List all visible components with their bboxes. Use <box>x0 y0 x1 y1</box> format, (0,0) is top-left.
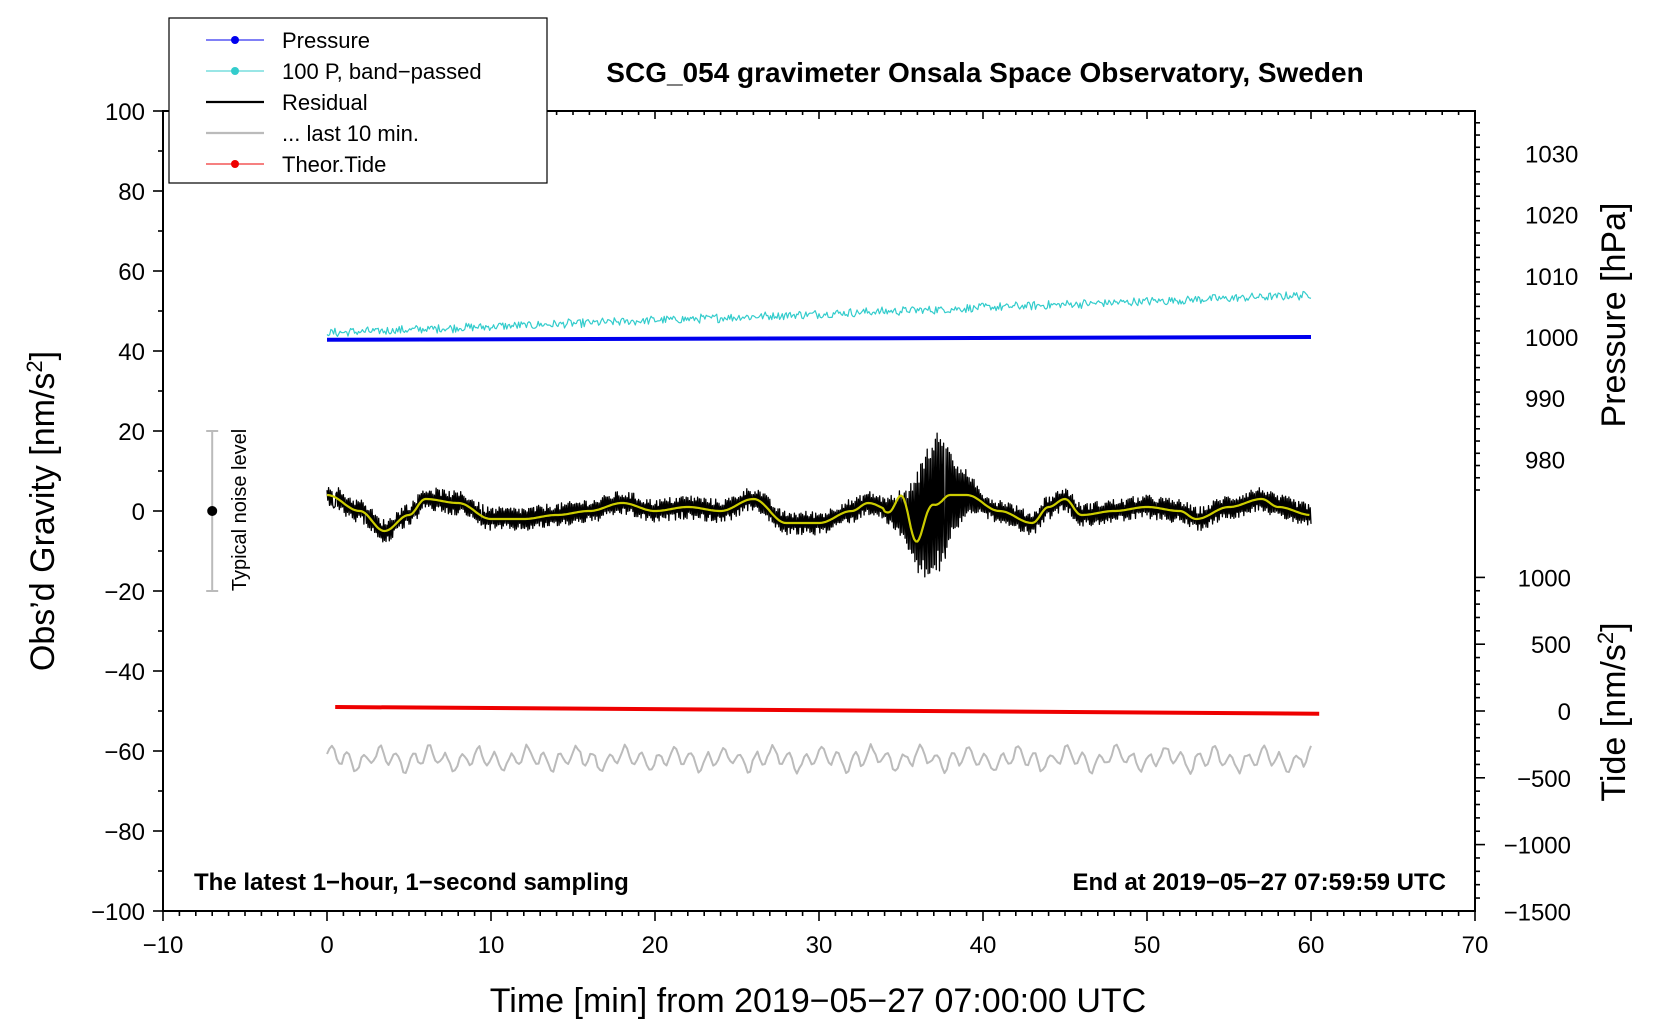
y-tick-label: 20 <box>118 419 145 446</box>
legend-swatch-marker <box>231 160 239 168</box>
residual-line <box>326 432 1312 578</box>
legend-label: 100 P, band−passed <box>282 59 482 84</box>
y-tick-label: −20 <box>104 579 145 606</box>
tide-tick-label: −500 <box>1517 766 1571 793</box>
band-passed-pressure-line <box>326 290 1312 337</box>
legend-swatch-marker <box>231 67 239 75</box>
legend-label: Residual <box>282 90 368 115</box>
y-tick-label: −80 <box>104 819 145 846</box>
x-tick-label: 0 <box>320 932 333 959</box>
tide-tick-label: 0 <box>1558 699 1571 726</box>
pressure-axis-title: Pressure [hPa] <box>1595 203 1633 428</box>
legend-item: Theor.Tide <box>206 152 386 177</box>
pressure-tick-label: 980 <box>1525 447 1565 474</box>
pressure-tick-label: 1020 <box>1525 203 1578 230</box>
noise-center-dot <box>207 506 218 516</box>
pressure-tick-label: 990 <box>1525 386 1565 413</box>
pressure-line <box>326 335 1312 342</box>
x-tick-label: 70 <box>1462 932 1489 959</box>
pressure-tick-label: 1000 <box>1525 325 1578 352</box>
tide-axis-title-main: Tide [nm/s <box>1595 644 1633 801</box>
legend-items: Pressure 100 P, band−passed Residual ... la… <box>206 28 482 177</box>
x-tick-label: 60 <box>1298 932 1325 959</box>
tide-tick-label: −1500 <box>1504 899 1571 926</box>
x-axis-title: Time [min] from 2019−05−27 07:00:00 UTC <box>490 982 1146 1020</box>
ticks-layer: −10 0 10 20 30 40 50 60 70−100−80−60−40−20020406… <box>91 99 1578 959</box>
legend-swatch-marker <box>231 36 239 44</box>
tide-tick-label: 1000 <box>1518 565 1571 592</box>
legend-item: Pressure <box>206 28 370 53</box>
x-tick-label: 40 <box>970 932 997 959</box>
legend-item: 100 P, band−passed <box>206 59 482 84</box>
series-layer <box>326 290 1320 775</box>
pressure-tick-label: 1010 <box>1525 264 1578 291</box>
last-10-min-line <box>326 743 1312 775</box>
sampling-note: The latest 1−hour, 1−second sampling <box>194 869 629 896</box>
legend: Pressure 100 P, band−passed Residual ... la… <box>168 17 548 184</box>
x-tick-label: −10 <box>143 932 184 959</box>
x-tick-label: 10 <box>478 932 505 959</box>
legend-item: Residual <box>206 90 368 115</box>
y-tick-label: 60 <box>118 259 145 286</box>
theoretical-tide-line <box>335 705 1320 716</box>
y-axis-title: Obs’d Gravity [nm/s2] <box>22 351 62 671</box>
residual-smoothed-line <box>326 493 1310 543</box>
tide-axis-title: Tide [nm/s2] <box>1593 622 1633 801</box>
noise-level-label: Typical noise level <box>229 429 251 591</box>
y-tick-label: 40 <box>118 339 145 366</box>
y-tick-label: 80 <box>118 179 145 206</box>
legend-label: Pressure <box>282 28 370 53</box>
y-axis-title-end: ] <box>24 351 62 360</box>
chart-title: SCG_054 gravimeter Onsala Space Observat… <box>606 57 1363 88</box>
x-tick-label: 20 <box>642 932 669 959</box>
legend-box <box>168 17 548 184</box>
y-tick-label: 100 <box>105 99 145 126</box>
y-tick-label: −60 <box>104 739 145 766</box>
legend-label: Theor.Tide <box>282 152 386 177</box>
x-tick-label: 50 <box>1134 932 1161 959</box>
y-axis-title-sup: 2 <box>22 360 47 372</box>
legend-item: ... last 10 min. <box>206 121 419 146</box>
tide-tick-label: −1000 <box>1504 833 1571 860</box>
y-tick-label: −100 <box>91 899 145 926</box>
x-tick-label: 30 <box>806 932 833 959</box>
tide-tick-label: 500 <box>1531 632 1571 659</box>
tide-axis-title-sup: 2 <box>1593 632 1618 644</box>
tide-axis-title-end: ] <box>1595 622 1633 631</box>
y-axis-title-main: Obs’d Gravity [nm/s <box>24 373 62 672</box>
y-tick-label: −40 <box>104 659 145 686</box>
pressure-tick-label: 1030 <box>1525 141 1578 168</box>
y-tick-label: 0 <box>132 499 145 526</box>
noise-level-indicator: Typical noise level <box>206 429 251 592</box>
legend-label: ... last 10 min. <box>282 121 419 146</box>
end-time-note: End at 2019−05−27 07:59:59 UTC <box>1072 869 1446 896</box>
